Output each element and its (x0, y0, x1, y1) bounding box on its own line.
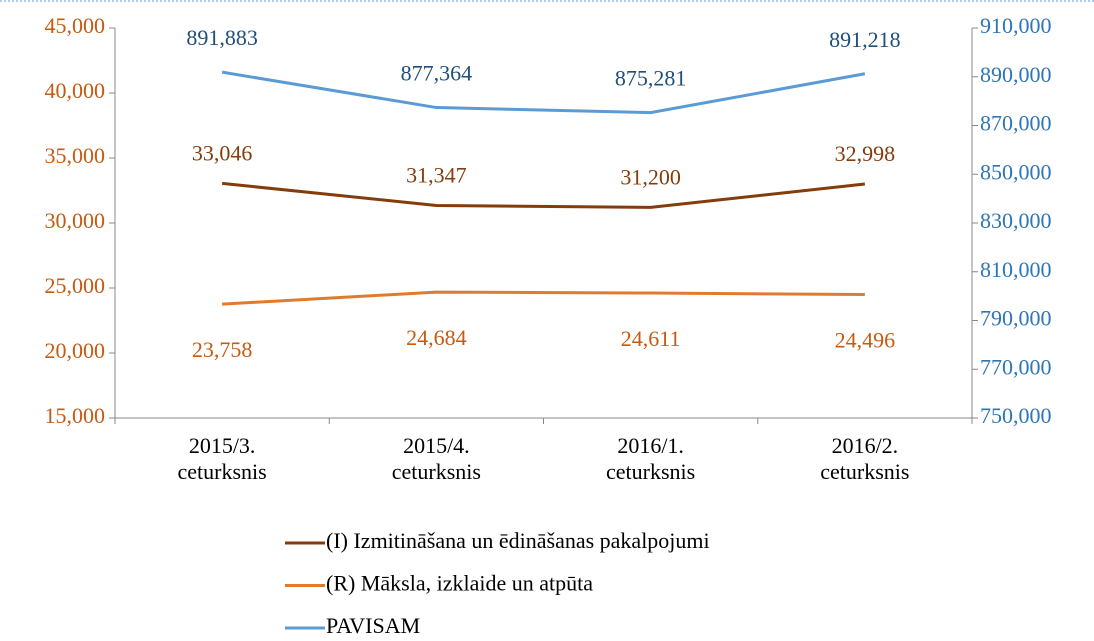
y-tick-label: 45,000 (45, 13, 106, 38)
y2-tick-label: 790,000 (980, 306, 1052, 331)
y2-tick-label: 890,000 (980, 62, 1052, 87)
data-label: 24,684 (406, 325, 467, 350)
x-tick-label: 2015/3. ceturksnis (178, 433, 267, 484)
y2-tick-label: 910,000 (980, 13, 1052, 38)
x-tick-label: 2015/4. ceturksnis (392, 433, 481, 484)
y-tick-label: 35,000 (45, 143, 106, 168)
legend-label: PAVISAM (326, 613, 420, 638)
legend-label: (R) Māksla, izklaide un atpūta (326, 571, 593, 596)
y-tick-label: 30,000 (45, 208, 106, 233)
y-tick-label: 20,000 (45, 338, 106, 363)
data-label: 24,611 (621, 326, 681, 351)
data-label: 23,758 (192, 337, 253, 362)
y2-tick-label: 850,000 (980, 159, 1052, 184)
data-label: 31,200 (620, 164, 681, 189)
data-label: 31,347 (406, 163, 467, 188)
x-tick-label: 2016/1. ceturksnis (606, 433, 695, 484)
y2-tick-label: 830,000 (980, 208, 1052, 233)
series-line (221, 181, 866, 209)
legend-label: (I) Izmitināšana un ēdināšanas pakalpoju… (326, 528, 710, 553)
series-line (222, 290, 865, 306)
data-label: 891,218 (829, 27, 901, 52)
series-line (221, 70, 866, 115)
y-tick-label: 40,000 (45, 78, 106, 103)
y-tick-label: 25,000 (45, 273, 106, 298)
data-label: 877,364 (401, 61, 473, 86)
y-tick-label: 15,000 (45, 403, 106, 428)
data-label: 33,046 (192, 140, 253, 165)
data-label: 891,883 (186, 25, 258, 50)
y2-tick-label: 810,000 (980, 257, 1052, 282)
y2-tick-label: 870,000 (980, 111, 1052, 136)
data-label: 24,496 (835, 328, 896, 353)
data-label: 875,281 (615, 66, 687, 91)
data-label: 32,998 (835, 141, 896, 166)
y2-tick-label: 750,000 (980, 403, 1052, 428)
y2-tick-label: 770,000 (980, 354, 1052, 379)
x-tick-label: 2016/2. ceturksnis (820, 433, 909, 484)
